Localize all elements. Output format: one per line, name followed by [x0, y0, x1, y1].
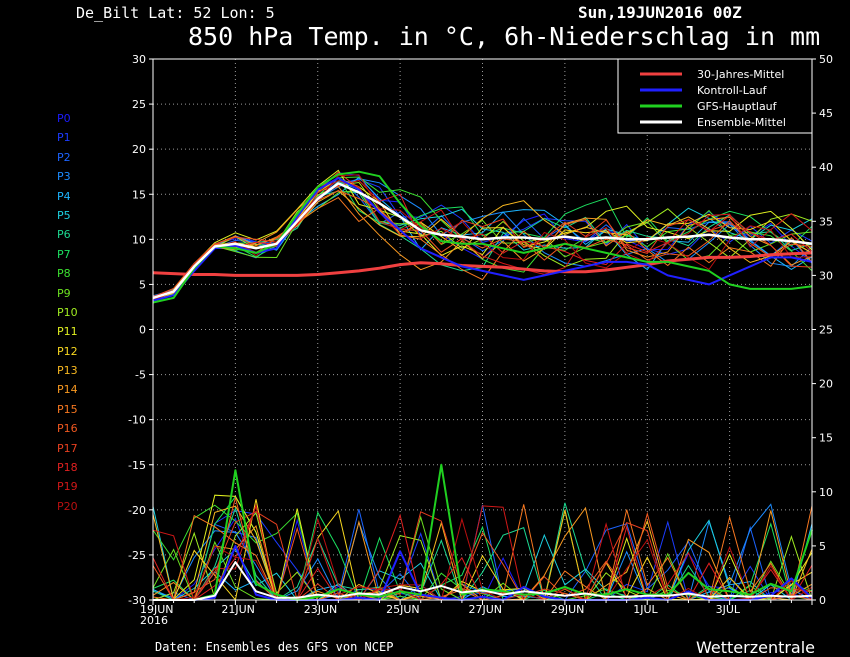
right-tick-label: 50: [819, 53, 833, 66]
right-tick-label: 35: [819, 215, 833, 228]
legend-label: GFS-Hauptlauf: [697, 100, 778, 113]
left-tick-label: 25: [132, 98, 146, 111]
x-tick-label: 23JUN: [304, 603, 338, 616]
legend-label: 30-Jahres-Mittel: [697, 68, 784, 81]
x-tick-label: 19JUN: [140, 603, 174, 616]
temp-line-p11: [152, 169, 813, 300]
legend-label: Kontroll-Lauf: [697, 84, 768, 97]
member-label-p11: P11: [57, 325, 78, 339]
temp-control-line: [152, 177, 813, 302]
member-label-p4: P4: [57, 189, 71, 203]
member-label-p2: P2: [57, 150, 71, 164]
right-tick-label: 25: [819, 324, 833, 337]
x-tick-label: 3JUL: [716, 603, 741, 616]
member-label-p15: P15: [57, 402, 78, 416]
x-axis-ticks: 19JUN2016 21JUN 23JUN 25JUN 27JUN 29JUN 1JUL 3J…: [140, 600, 813, 627]
member-label-p0: P0: [57, 112, 71, 125]
precip-line-p12: [153, 499, 813, 601]
member-label-p14: P14: [57, 383, 78, 397]
right-tick-label: 10: [819, 486, 833, 499]
member-label-p16: P16: [57, 422, 78, 436]
temp-line-p3: [152, 178, 813, 297]
main-series-lines: [152, 170, 813, 601]
left-tick-label: 30: [132, 53, 146, 66]
left-tick-label: 20: [132, 143, 146, 156]
member-label-p20: P20: [57, 499, 78, 513]
x-tick-label: 21JUN: [221, 603, 255, 616]
member-label-p6: P6: [57, 228, 71, 242]
run-time-label: Sun,19JUN2016 00Z: [578, 3, 742, 22]
x-tick-label: 2016: [140, 614, 168, 627]
left-tick-label: -15: [128, 459, 146, 472]
member-label-p17: P17: [57, 441, 78, 455]
precip-line-p6: [152, 502, 812, 602]
member-label-p1: P1: [57, 131, 71, 145]
right-tick-label: 15: [819, 432, 833, 445]
left-tick-label: -5: [135, 369, 146, 382]
precip-gfs-line: [153, 463, 813, 601]
precip-control-line: [153, 544, 813, 601]
temp-mean-line: [152, 182, 813, 300]
x-tick-label: 27JUN: [469, 603, 503, 616]
right-tick-label: 0: [819, 594, 826, 607]
left-tick-label: -20: [128, 504, 146, 517]
legend: 30-Jahres-Mittel Kontroll-Lauf GFS-Hauptla…: [617, 58, 813, 134]
x-tick-label: 29JUN: [551, 603, 585, 616]
left-axis-ticks: 30 25 20 15 10 5 0 -5 -10 -15 -20 -25 -30: [128, 53, 153, 607]
member-label-p12: P12: [57, 344, 78, 358]
member-list: P0 P1 P2 P3 P4 P5 P6 P7 P8 P9 P10 P11 P12 P13 P14 P15 P1…: [57, 109, 78, 516]
member-label-p8: P8: [57, 267, 71, 281]
left-tick-label: 5: [139, 278, 146, 291]
x-tick-label: 25JUN: [386, 603, 420, 616]
right-tick-label: 20: [819, 378, 833, 391]
temp-line-p8: [152, 176, 813, 299]
left-tick-label: -30: [128, 594, 146, 607]
member-label-p3: P3: [57, 170, 71, 184]
station-label: De_Bilt Lat: 52 Lon: 5: [76, 4, 275, 22]
x-tick-label: 1JUL: [633, 603, 658, 616]
temp-line-p18: [152, 179, 813, 298]
left-tick-label: 15: [132, 188, 146, 201]
legend-label: Ensemble-Mittel: [697, 116, 786, 129]
left-tick-label: -10: [128, 414, 146, 427]
chart-title: 850 hPa Temp. in °C, 6h-Niederschlag in …: [188, 22, 821, 51]
left-tick-label: 0: [139, 324, 146, 337]
member-label-p18: P18: [57, 461, 78, 475]
left-tick-label: -25: [128, 549, 146, 562]
right-tick-label: 45: [819, 107, 833, 120]
member-label-p9: P9: [57, 286, 71, 300]
right-tick-label: 40: [819, 161, 833, 174]
right-tick-label: 30: [819, 269, 833, 282]
right-tick-label: 5: [819, 540, 826, 553]
member-label-p5: P5: [57, 208, 71, 222]
member-label-p13: P13: [57, 364, 78, 378]
temp-gfs-line: [152, 170, 813, 304]
temp-line-p7: [152, 176, 813, 300]
member-label-p19: P19: [57, 480, 78, 494]
temp-climatology-line: [152, 251, 813, 277]
left-tick-label: 10: [132, 233, 146, 246]
data-source-note: Daten: Ensembles des GFS von NCEP: [155, 640, 394, 654]
member-label-p10: P10: [57, 305, 78, 319]
member-label-p7: P7: [57, 247, 71, 261]
brand-label: Wetterzentrale: [696, 638, 816, 657]
precip-mean-line: [153, 561, 813, 601]
